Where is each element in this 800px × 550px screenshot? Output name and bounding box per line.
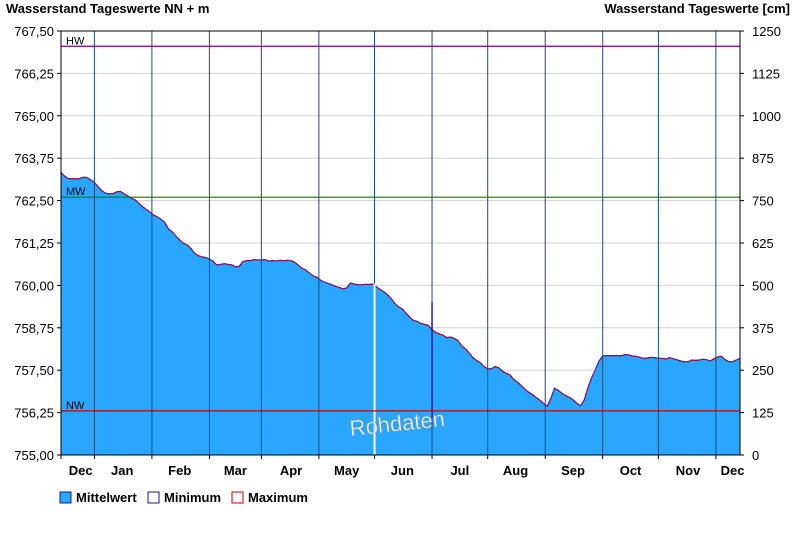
month-label: Feb [168, 463, 191, 478]
left-tick-label: 757,50 [14, 363, 54, 378]
right-tick-label: 125 [752, 406, 774, 421]
left-tick-label: 763,75 [14, 151, 54, 166]
left-tick-label: 755,00 [14, 448, 54, 463]
legend-swatch [231, 491, 244, 504]
left-tick-label: 756,25 [14, 406, 54, 421]
legend-swatch [147, 491, 160, 504]
month-label: Sep [561, 463, 585, 478]
month-label: Dec [721, 463, 745, 478]
left-tick-label: 767,50 [14, 24, 54, 39]
legend-label: Minimum [164, 490, 221, 505]
right-tick-label: 500 [752, 278, 774, 293]
right-tick-label: 625 [752, 236, 774, 251]
right-tick-label: 750 [752, 194, 774, 209]
month-label: Jul [450, 463, 469, 478]
month-label: Mar [224, 463, 247, 478]
left-tick-label: 760,00 [14, 278, 54, 293]
left-tick-label: 766,25 [14, 66, 54, 81]
series-area-mittelwert [61, 172, 740, 455]
right-tick-label: 250 [752, 363, 774, 378]
legend-label: Mittelwert [76, 490, 137, 505]
month-label: Jan [111, 463, 133, 478]
legend-swatch [59, 491, 72, 504]
left-tick-label: 758,75 [14, 321, 54, 336]
left-tick-label: 761,25 [14, 236, 54, 251]
legend-label: Maximum [248, 490, 308, 505]
month-label: Oct [620, 463, 642, 478]
series-line-minimum [60, 172, 741, 407]
right-tick-label: 1250 [752, 24, 781, 39]
right-tick-label: 875 [752, 151, 774, 166]
left-tick-label: 762,50 [14, 194, 54, 209]
ref-label-hw: HW [66, 35, 85, 47]
right-tick-label: 1000 [752, 109, 781, 124]
month-label: Aug [503, 463, 528, 478]
ref-label-nw: NW [66, 400, 85, 412]
month-label: May [334, 463, 360, 478]
right-tick-label: 375 [752, 321, 774, 336]
legend: Mittelwert Minimum Maximum [59, 490, 308, 505]
left-axis-title: Wasserstand Tageswerte NN + m [6, 1, 209, 16]
right-axis-title: Wasserstand Tageswerte [cm] [604, 1, 790, 16]
month-label: Dec [69, 463, 93, 478]
left-tick-label: 765,00 [14, 109, 54, 124]
ref-label-mw: MW [66, 186, 86, 198]
right-tick-label: 0 [752, 448, 759, 463]
month-label: Nov [676, 463, 701, 478]
month-label: Apr [280, 463, 302, 478]
right-tick-label: 1125 [752, 66, 780, 81]
month-label: Jun [391, 463, 414, 478]
